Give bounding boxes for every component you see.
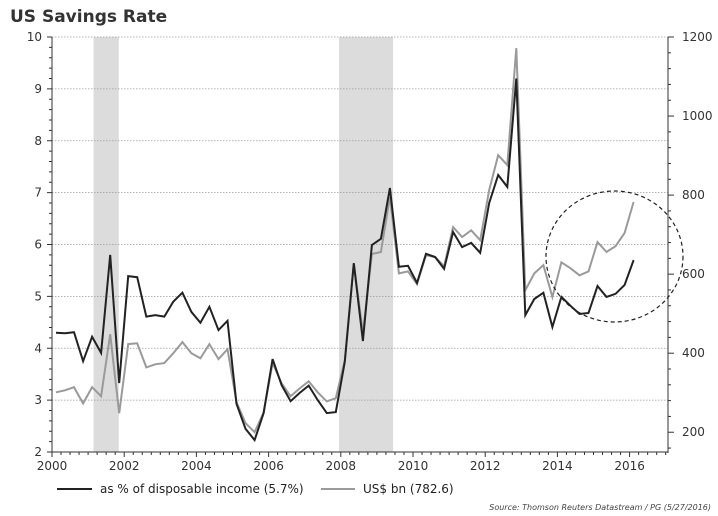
left-tick-label: 4 <box>34 341 42 355</box>
right-tick-label: 1000 <box>682 109 713 123</box>
series-line-percent <box>55 78 635 443</box>
right-tick-label: 200 <box>682 425 705 439</box>
source-note: Source: Thomson Reuters Datastream / PG … <box>489 503 711 512</box>
recession-band <box>338 37 394 452</box>
left-tick-label: 3 <box>34 393 42 407</box>
left-tick-label: 10 <box>27 30 42 44</box>
x-tick-label: 2014 <box>542 459 573 473</box>
x-tick-label: 2006 <box>253 459 284 473</box>
recession-bands <box>93 37 394 452</box>
left-tick-label: 8 <box>34 134 42 148</box>
x-tick-label: 2002 <box>109 459 140 473</box>
axes: 2 3 4 5 6 7 8 9 10 200 400 600 800 1000 1200 2000 2002 20… <box>27 30 713 473</box>
legend: as % of disposable income (5.7%) US$ bn … <box>57 482 454 496</box>
right-tick-label: 800 <box>682 188 705 202</box>
left-tick-label: 9 <box>34 82 42 96</box>
gridlines <box>52 36 668 401</box>
legend-label-usd: US$ bn (782.6) <box>363 482 454 496</box>
left-tick-label: 2 <box>34 445 42 459</box>
x-tick-label: 2016 <box>614 459 645 473</box>
chart-title: US Savings Rate <box>10 7 167 27</box>
legend-label-percent: as % of disposable income (5.7%) <box>100 482 304 496</box>
right-tick-label: 600 <box>682 267 705 281</box>
left-tick-label: 7 <box>34 186 42 200</box>
x-tick-label: 2010 <box>398 459 429 473</box>
right-tick-label: 1200 <box>682 30 713 44</box>
x-tick-label: 2000 <box>37 459 68 473</box>
x-tick-label: 2004 <box>181 459 212 473</box>
left-tick-label: 5 <box>34 289 42 303</box>
series-lines <box>55 48 635 443</box>
right-tick-label: 400 <box>682 346 705 360</box>
x-tick-label: 2012 <box>470 459 501 473</box>
left-tick-label: 6 <box>34 238 42 252</box>
highlight-ellipse <box>545 190 684 323</box>
annotations <box>545 190 684 323</box>
x-tick-label: 2008 <box>326 459 357 473</box>
